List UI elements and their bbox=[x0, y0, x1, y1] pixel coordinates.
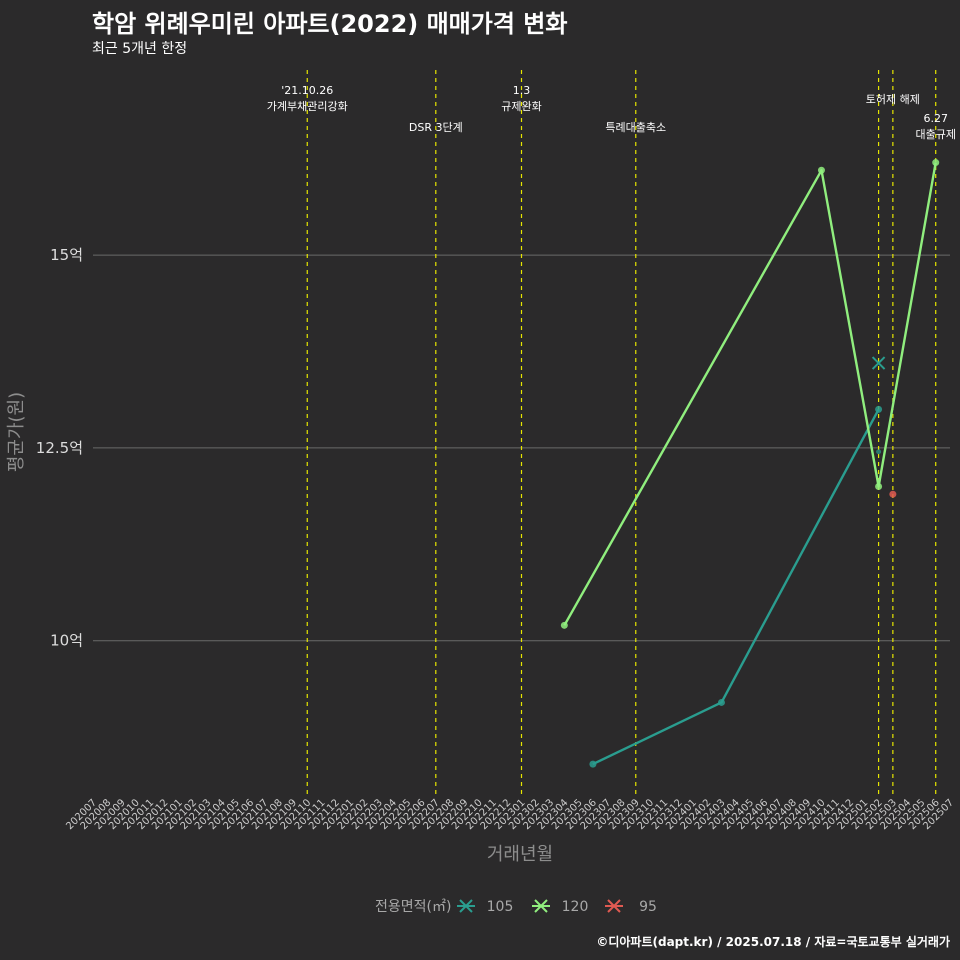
y-axis-ticks: 10억 12.5억 15억 bbox=[36, 246, 83, 650]
series-line-120 bbox=[563, 162, 937, 626]
legend-label: 120 bbox=[562, 899, 589, 915]
x-axis-ticks: 2020072020082020092020102020112020122021… bbox=[64, 797, 956, 832]
data-point-cross-105 bbox=[871, 356, 886, 370]
chart-subtitle: 최근 5개년 한정 bbox=[92, 41, 188, 57]
y-tick-label: 15억 bbox=[50, 246, 83, 264]
data-point-120 bbox=[875, 482, 883, 490]
data-point-120 bbox=[560, 621, 568, 629]
data-point-120 bbox=[817, 166, 825, 174]
legend-key-105 bbox=[457, 899, 475, 913]
legend-label: 95 bbox=[639, 899, 657, 915]
series-group bbox=[560, 159, 940, 768]
event-label: 6.27 bbox=[923, 112, 948, 125]
data-point-105 bbox=[875, 405, 883, 413]
event-label: DSR 3단계 bbox=[409, 121, 463, 134]
y-tick-label: 12.5억 bbox=[36, 439, 83, 457]
data-point-105 bbox=[876, 449, 882, 455]
y-axis-title: 평균가(원) bbox=[6, 392, 27, 472]
event-label: 특례대출축소 bbox=[605, 121, 666, 134]
source-caption: ©디아파트(dapt.kr) / 2025.07.18 / 자료=국토교통부 실… bbox=[596, 935, 950, 949]
event-label: 대출규제 bbox=[915, 128, 955, 141]
x-axis-title: 거래년월 bbox=[487, 844, 553, 865]
event-label: 가계부채관리강화 bbox=[267, 100, 348, 113]
legend-key-120 bbox=[532, 899, 550, 913]
y-tick-label: 10억 bbox=[50, 632, 83, 650]
legend-label: 105 bbox=[487, 899, 514, 915]
legend-key-95 bbox=[605, 899, 623, 913]
event-label: 규제완화 bbox=[501, 100, 541, 113]
data-point-105 bbox=[589, 760, 597, 768]
legend: 전용면적(㎡) 105 120 95 bbox=[375, 899, 657, 915]
data-point-120 bbox=[932, 159, 940, 167]
chart-title: 학암 위례우미린 아파트(2022) 매매가격 변화 bbox=[92, 10, 568, 38]
event-label: 토허제 해제 bbox=[866, 92, 920, 106]
data-point-105 bbox=[717, 698, 725, 706]
legend-title: 전용면적(㎡) bbox=[375, 899, 451, 915]
event-label: 1.3 bbox=[513, 84, 531, 97]
data-point-95 bbox=[889, 490, 897, 498]
event-label: '21.10.26 bbox=[281, 84, 333, 97]
